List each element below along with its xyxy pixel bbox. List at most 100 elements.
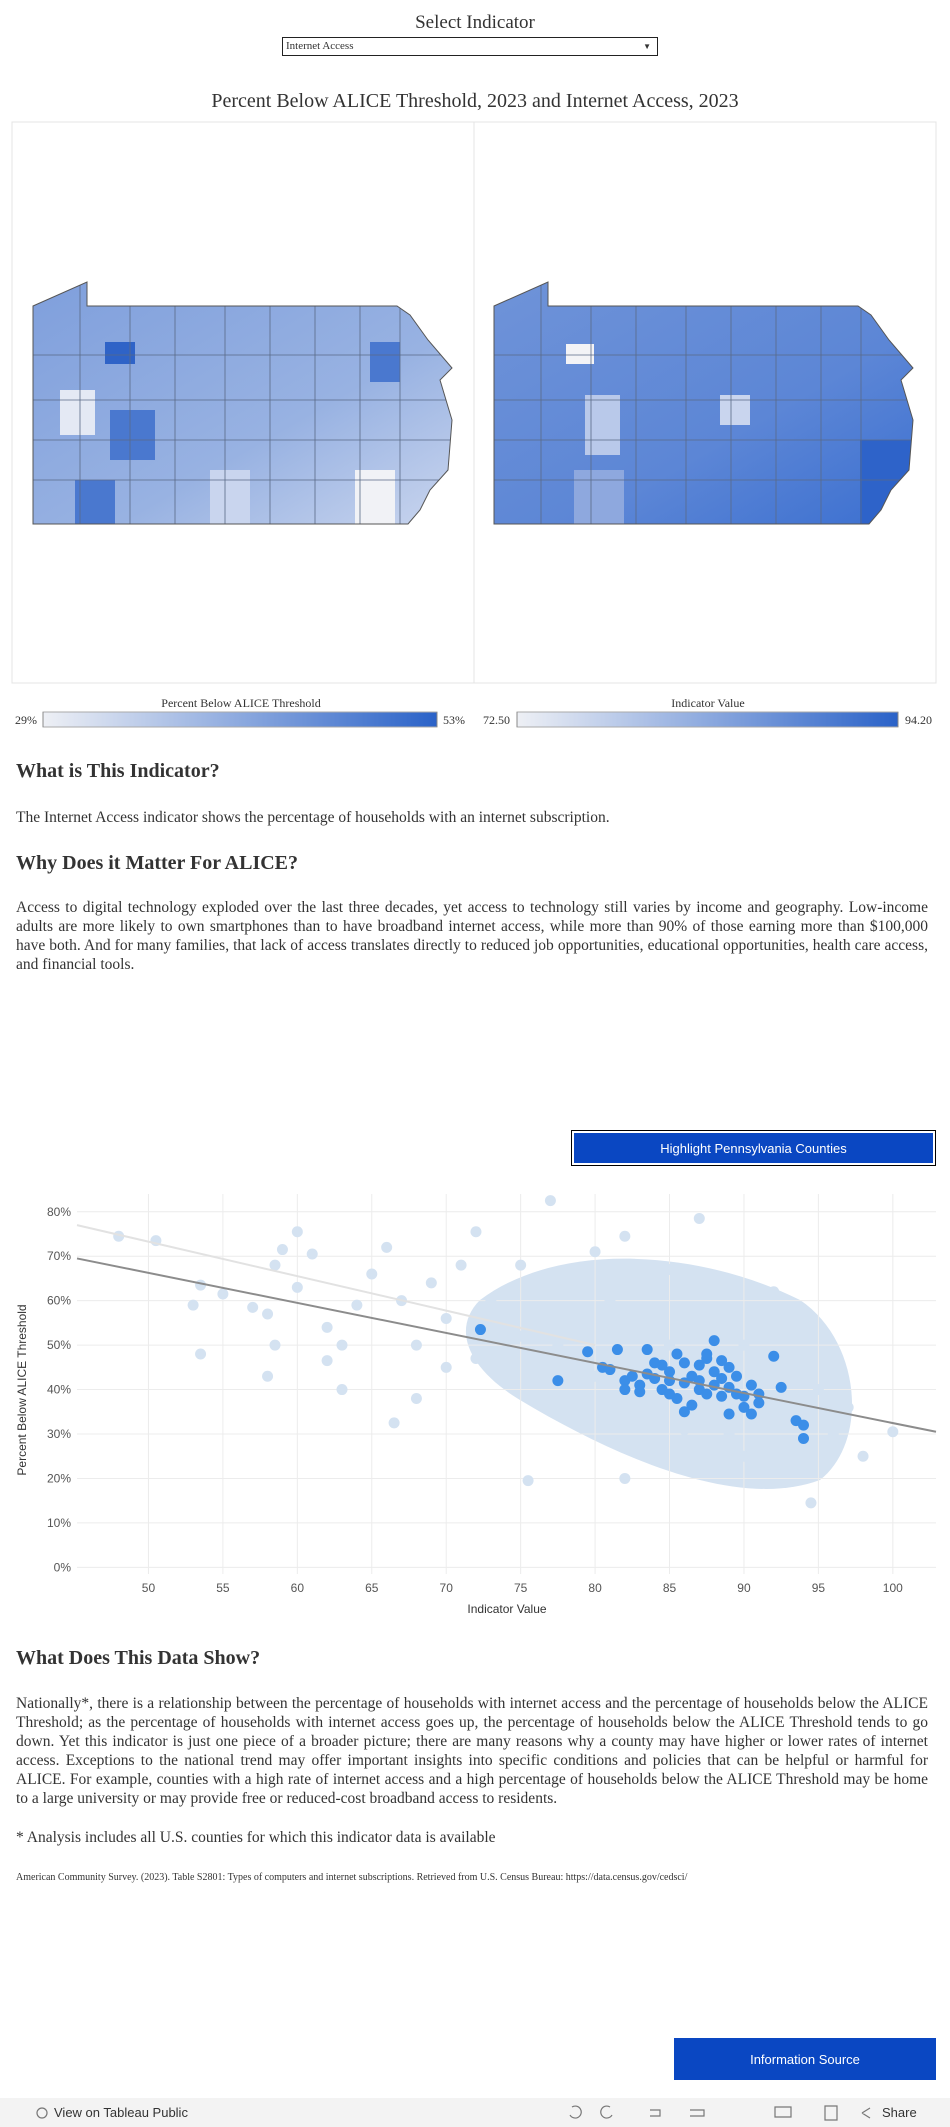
data-point bbox=[731, 1370, 743, 1382]
section-heading: What is This Indicator? bbox=[16, 760, 220, 782]
data-point bbox=[440, 1312, 452, 1324]
data-point bbox=[693, 1359, 705, 1371]
share-button[interactable]: Share bbox=[882, 2105, 917, 2120]
data-point bbox=[530, 1286, 542, 1298]
data-point bbox=[708, 1321, 720, 1333]
data-point bbox=[269, 1339, 281, 1351]
x-tick-label: 85 bbox=[663, 1581, 677, 1595]
data-point bbox=[664, 1339, 676, 1351]
dropdown-arrow: ▼ bbox=[643, 42, 651, 51]
data-point bbox=[485, 1295, 497, 1307]
data-point bbox=[745, 1408, 757, 1420]
data-point bbox=[574, 1304, 586, 1316]
data-point bbox=[619, 1406, 631, 1418]
data-point bbox=[753, 1397, 765, 1409]
data-point bbox=[440, 1361, 452, 1373]
data-point bbox=[775, 1381, 787, 1393]
trend-line bbox=[76, 1224, 596, 1347]
data-point bbox=[634, 1317, 646, 1329]
data-point bbox=[768, 1350, 780, 1362]
data-point bbox=[753, 1437, 765, 1449]
data-point bbox=[649, 1357, 661, 1369]
data-point bbox=[522, 1475, 534, 1487]
info-button[interactable]: Information Source bbox=[674, 2038, 936, 2080]
data-point bbox=[574, 1397, 586, 1409]
data-point bbox=[738, 1339, 750, 1351]
x-tick-label: 80 bbox=[588, 1581, 602, 1595]
data-point bbox=[664, 1388, 676, 1400]
y-axis-title: Percent Below ALICE Threshold bbox=[15, 1304, 29, 1475]
button-label: Highlight Pennsylvania Counties bbox=[660, 1140, 847, 1156]
data-point bbox=[321, 1355, 333, 1367]
map-left bbox=[33, 282, 452, 524]
data-point bbox=[783, 1406, 795, 1418]
data-point bbox=[366, 1268, 378, 1280]
data-point bbox=[544, 1195, 556, 1207]
data-point bbox=[708, 1366, 720, 1378]
y-tick-label: 40% bbox=[47, 1383, 71, 1397]
indicator-dropdown[interactable]: Internet Access ▼ bbox=[282, 37, 658, 56]
data-point bbox=[723, 1408, 735, 1420]
data-point bbox=[805, 1497, 817, 1509]
data-point bbox=[678, 1357, 690, 1369]
x-tick-label: 60 bbox=[291, 1581, 305, 1595]
data-point bbox=[768, 1366, 780, 1378]
y-tick-label: 70% bbox=[47, 1249, 71, 1263]
data-point bbox=[842, 1401, 854, 1413]
data-point bbox=[269, 1259, 281, 1271]
highlight-button[interactable]: Highlight Pennsylvania Counties bbox=[571, 1130, 936, 1166]
y-tick-label: 80% bbox=[47, 1205, 71, 1219]
x-tick-label: 100 bbox=[883, 1581, 903, 1595]
data-point bbox=[857, 1450, 869, 1462]
data-point bbox=[738, 1401, 750, 1413]
point-cloud bbox=[465, 1258, 853, 1489]
dropdown-value: Internet Access bbox=[286, 40, 354, 52]
data-point bbox=[262, 1308, 274, 1320]
data-point bbox=[604, 1295, 616, 1307]
section-text: The Internet Access indicator shows the … bbox=[16, 809, 610, 826]
map-right bbox=[494, 282, 913, 524]
data-point bbox=[217, 1288, 229, 1300]
legend-title: Percent Below ALICE Threshold bbox=[161, 696, 320, 710]
legend-title: Indicator Value bbox=[671, 696, 744, 710]
scatter-chart: 0% 10% 20% 30% 40% 50% 60% 70% 80% 50 55 60 65 70 75 80… bbox=[47, 1194, 937, 1595]
data-point bbox=[827, 1446, 839, 1458]
data-point bbox=[247, 1301, 259, 1313]
y-tick-label: 30% bbox=[47, 1427, 71, 1441]
data-point bbox=[474, 1324, 486, 1336]
data-point bbox=[716, 1372, 728, 1384]
data-point bbox=[515, 1259, 527, 1271]
y-tick-label: 20% bbox=[47, 1471, 71, 1485]
data-point bbox=[530, 1361, 542, 1373]
data-point bbox=[649, 1446, 661, 1458]
data-point bbox=[611, 1344, 623, 1356]
view-on-tableau[interactable]: View on Tableau Public bbox=[54, 2105, 188, 2120]
legend-gradient bbox=[42, 711, 438, 728]
data-point bbox=[671, 1348, 683, 1360]
data-point bbox=[798, 1330, 810, 1342]
data-point bbox=[381, 1241, 393, 1253]
data-point bbox=[262, 1370, 274, 1382]
data-point bbox=[723, 1428, 735, 1440]
data-point bbox=[597, 1330, 609, 1342]
legend-max: 94.20 bbox=[905, 713, 932, 727]
x-axis-title: Indicator Value bbox=[467, 1602, 546, 1616]
data-point bbox=[678, 1424, 690, 1436]
data-point bbox=[798, 1419, 810, 1431]
data-point bbox=[336, 1339, 348, 1351]
button-label: Information Source bbox=[750, 2051, 860, 2067]
data-point bbox=[410, 1339, 422, 1351]
data-point bbox=[589, 1370, 601, 1382]
data-point bbox=[291, 1281, 303, 1293]
data-point bbox=[887, 1426, 899, 1438]
x-tick-label: 95 bbox=[812, 1581, 826, 1595]
data-point bbox=[693, 1212, 705, 1224]
legend-gradient bbox=[516, 711, 899, 728]
data-point bbox=[678, 1308, 690, 1320]
x-tick-label: 70 bbox=[440, 1581, 454, 1595]
data-point bbox=[664, 1366, 676, 1378]
data-point bbox=[515, 1330, 527, 1342]
section-text: Nationally*, there is a relationship bet… bbox=[16, 1695, 928, 1807]
data-point bbox=[336, 1384, 348, 1396]
section-heading: What Does This Data Show? bbox=[16, 1647, 261, 1669]
